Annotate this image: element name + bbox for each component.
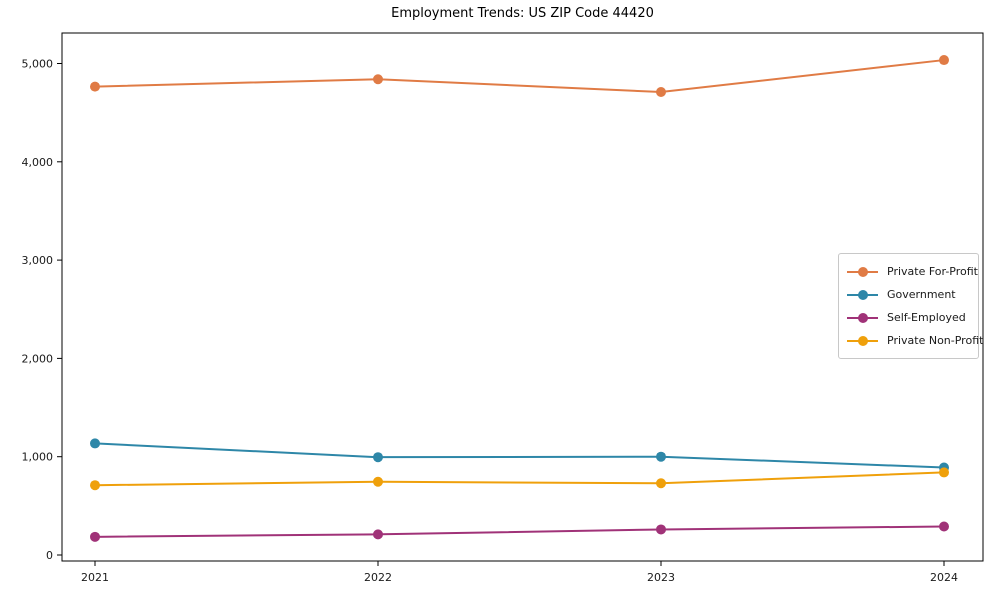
- data-point: [373, 452, 383, 463]
- legend-dot-icon: [857, 289, 868, 300]
- data-point: [373, 476, 383, 487]
- data-point: [656, 87, 666, 98]
- chart-title: Employment Trends: US ZIP Code 44420: [391, 6, 654, 21]
- legend-line-marker-icon: [847, 312, 878, 323]
- y-tick-label: 0: [46, 549, 53, 562]
- x-tick-label: 2023: [647, 571, 675, 584]
- y-tick-label: 5,000: [22, 58, 54, 71]
- series-line-self-employed: [94, 525, 945, 538]
- legend-item-government: Government: [847, 283, 970, 306]
- legend-dot-icon: [857, 312, 868, 323]
- y-tick-label: 3,000: [22, 254, 54, 267]
- series-line-government: [94, 442, 945, 469]
- data-point: [90, 531, 100, 542]
- data-point: [90, 480, 100, 491]
- data-point: [656, 478, 666, 489]
- legend-item-private-non-profit: Private Non-Profit: [847, 329, 983, 352]
- legend-label: Government: [887, 288, 956, 301]
- data-point: [656, 451, 666, 462]
- legend-line-marker-icon: [847, 289, 878, 300]
- legend-item-private-for-profit: Private For-Profit: [847, 260, 978, 283]
- y-tick-label: 2,000: [22, 352, 54, 365]
- x-tick-label: 2024: [930, 571, 958, 584]
- series-line-private-for-profit: [94, 59, 945, 94]
- data-point: [939, 521, 949, 532]
- legend-label: Self-Employed: [887, 311, 966, 324]
- legend-dot-icon: [857, 266, 868, 277]
- legend: Private For-Profit Government Self-Emplo…: [838, 253, 983, 359]
- legend-label: Private Non-Profit: [887, 334, 984, 347]
- legend-line-marker-icon: [847, 266, 878, 277]
- y-tick-label: 4,000: [22, 156, 54, 169]
- data-point: [90, 81, 100, 92]
- legend-line-marker-icon: [847, 335, 878, 346]
- legend-label: Private For-Profit: [887, 265, 978, 278]
- legend-dot-icon: [857, 335, 868, 346]
- legend-item-self-employed: Self-Employed: [847, 306, 970, 329]
- x-tick-label: 2022: [364, 571, 392, 584]
- data-point: [373, 529, 383, 540]
- data-point: [939, 467, 949, 478]
- data-point: [90, 438, 100, 449]
- y-tick-label: 1,000: [22, 451, 54, 464]
- axis-frame: [61, 32, 984, 562]
- data-point: [939, 55, 949, 66]
- data-point: [373, 74, 383, 85]
- x-tick-label: 2021: [81, 571, 109, 584]
- series-line-private-non-profit: [94, 471, 945, 487]
- data-point: [656, 524, 666, 535]
